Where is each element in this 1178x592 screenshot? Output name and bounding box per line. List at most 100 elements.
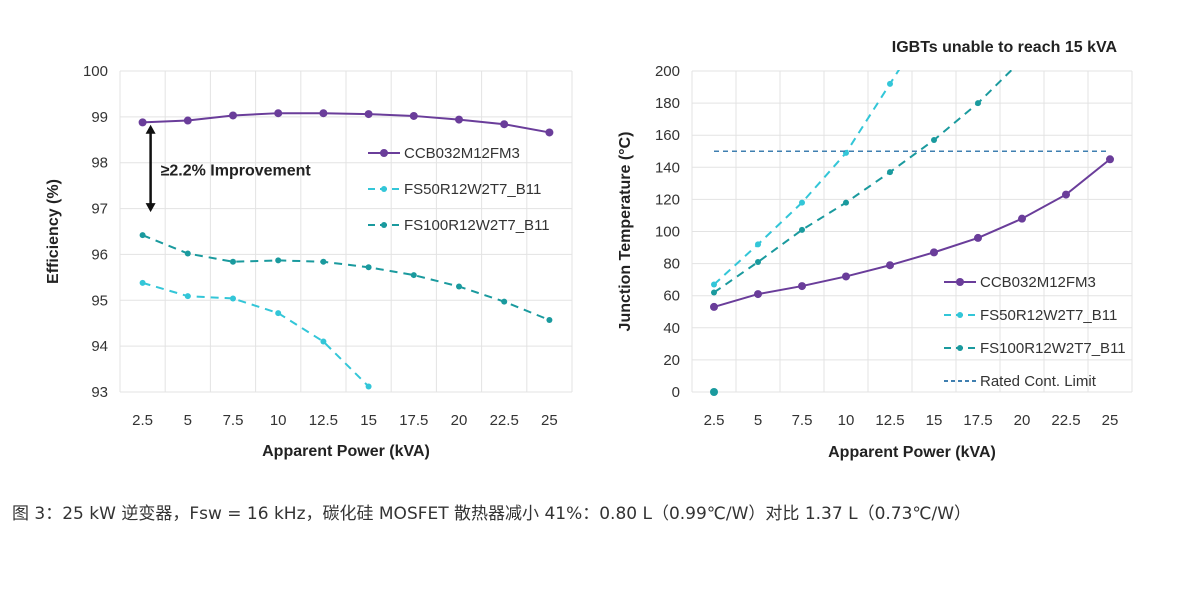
data-point [139,232,146,239]
data-point [755,258,761,265]
data-point [229,111,237,120]
x-tick-label: 7.5 [223,412,244,429]
x-axis-label: Apparent Power (kVA) [828,444,996,461]
x-tick-label: 10 [270,412,287,429]
data-point [974,233,982,242]
x-tick-label: 5 [754,412,762,429]
series-line [713,70,1014,294]
series-FS100R12W2T7_B11 [711,57,1025,296]
legend-label: CCB032M12FM3 [980,274,1096,291]
data-point [365,383,372,390]
legend-label: Rated Cont. Limit [980,373,1097,390]
data-point [887,80,893,87]
data-point [842,272,850,281]
arrow-head-up [145,124,156,134]
legend-marker [957,345,963,351]
data-point [410,272,417,279]
x-tick-label: 12.5 [875,412,904,429]
data-point [500,120,509,129]
data-point [754,290,762,299]
series-line [713,158,1111,308]
data-point [138,118,147,127]
data-point [139,279,146,286]
data-point [799,226,805,233]
data-point [1062,190,1070,199]
y-tick-label: 60 [663,288,680,305]
y-tick-label: 97 [91,201,108,218]
data-point [364,110,373,119]
y-tick-label: 160 [655,127,680,144]
data-point [931,137,937,144]
data-point [710,302,718,311]
data-point [501,298,508,305]
series-FS100R12W2T7_B11 [139,232,553,324]
x-tick-label: 20 [451,412,468,429]
chart-title: IGBTs unable to reach 15 kVA [892,39,1118,56]
data-point [843,199,849,206]
x-tick-label: 17.5 [399,412,428,429]
data-point [886,261,894,270]
x-tick-label: 2.5 [704,412,725,429]
x-tick-label: 22.5 [1051,412,1080,429]
data-point [184,250,191,257]
data-point [1019,57,1025,63]
legend-marker [957,312,963,318]
figure-caption: 图 3：25 kW 逆变器，Fsw = 16 kHz，碳化硅 MOSFET 散热… [12,504,972,524]
chart-1: 93 94 95 96 97 98 99 100 2.5 5 7.5 10 12.5 15 17.5 20 22… [45,63,573,460]
x-tick-label: 17.5 [963,412,992,429]
legend-marker [956,278,964,286]
data-point [455,115,463,124]
series-line [142,112,550,134]
x-tick-label: 20 [1014,412,1031,429]
data-point [710,388,718,396]
y-tick-label: 94 [91,338,108,355]
x-tick-label: 7.5 [792,412,813,429]
chart-2: 0 20 40 60 80 100 120 140 160 180 200 2.5 5 7.5 10 12.5… [617,12,1133,461]
legend-label: FS100R12W2T7_B11 [404,217,550,234]
data-point [798,282,806,291]
data-point [320,338,327,345]
y-tick-label: 96 [91,246,108,263]
y-tick-label: 80 [663,256,680,273]
y-axis-label: Junction Temperature (°C) [617,132,634,332]
data-point [711,281,717,288]
data-point [184,293,191,300]
legend-marker [381,186,387,192]
legend-label: FS100R12W2T7_B11 [980,340,1126,357]
legend-label: CCB032M12FM3 [404,145,520,162]
x-tick-label: 25 [1102,412,1119,429]
data-point [230,258,236,265]
data-point [546,317,553,324]
data-point [409,111,418,120]
y-tick-label: 140 [655,159,680,176]
arrow-head-down [145,203,156,213]
series-line [142,234,550,321]
y-tick-label: 0 [672,384,680,401]
data-point [456,283,462,290]
y-tick-label: 93 [91,384,108,401]
data-point [274,109,283,118]
data-point [365,264,372,271]
y-tick-label: 120 [655,191,680,208]
data-point [1018,214,1026,223]
data-point [320,258,327,265]
x-tick-label: 2.5 [132,412,153,429]
y-tick-label: 180 [655,95,680,112]
x-tick-label: 15 [926,412,943,429]
data-point [1106,155,1114,164]
series-FS50R12W2T7_B11 [139,279,372,390]
x-tick-label: 5 [184,412,192,429]
data-point [545,128,554,137]
series-line [713,70,901,286]
y-tick-label: 98 [91,155,108,172]
series-line [142,281,370,388]
y-tick-label: 40 [663,320,680,337]
y-tick-label: 95 [91,292,108,309]
data-point [931,12,937,18]
data-point [755,241,761,248]
data-point [930,248,938,257]
y-tick-label: 99 [91,109,108,126]
x-tick-label: 12.5 [309,412,338,429]
data-point [799,199,805,206]
y-axis-label: Efficiency (%) [45,179,62,284]
